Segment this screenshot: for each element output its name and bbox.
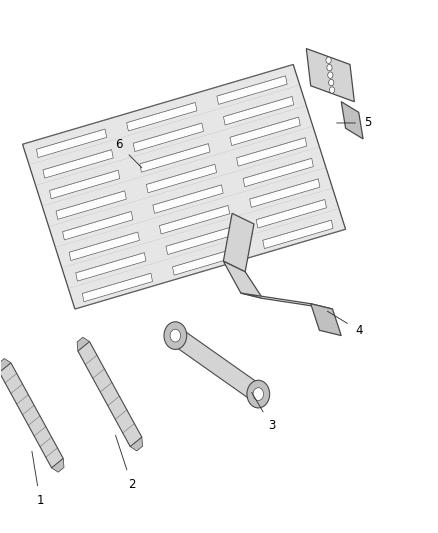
Polygon shape — [130, 437, 143, 451]
Text: 3: 3 — [252, 392, 275, 432]
Circle shape — [329, 87, 335, 93]
Polygon shape — [49, 170, 120, 199]
Polygon shape — [140, 144, 210, 172]
Polygon shape — [52, 458, 64, 472]
Text: 2: 2 — [116, 435, 135, 491]
Polygon shape — [341, 102, 363, 139]
Polygon shape — [0, 363, 63, 468]
Polygon shape — [127, 102, 197, 131]
Polygon shape — [153, 185, 223, 213]
Polygon shape — [159, 206, 230, 234]
Polygon shape — [171, 327, 262, 402]
Circle shape — [164, 322, 187, 350]
Polygon shape — [56, 191, 126, 220]
Circle shape — [253, 387, 264, 400]
Polygon shape — [237, 138, 307, 166]
Polygon shape — [76, 253, 146, 281]
Text: 5: 5 — [337, 117, 371, 130]
Polygon shape — [243, 158, 313, 187]
Polygon shape — [256, 199, 326, 228]
Text: 4: 4 — [327, 311, 363, 337]
Polygon shape — [230, 117, 300, 146]
Polygon shape — [43, 150, 113, 178]
Polygon shape — [78, 342, 142, 447]
Text: 1: 1 — [32, 451, 44, 507]
Polygon shape — [0, 359, 11, 372]
Polygon shape — [77, 337, 89, 351]
Polygon shape — [263, 220, 333, 248]
Polygon shape — [22, 64, 346, 309]
Polygon shape — [63, 212, 133, 240]
Polygon shape — [69, 232, 139, 261]
Circle shape — [247, 380, 270, 408]
Polygon shape — [36, 129, 107, 158]
Polygon shape — [166, 226, 236, 255]
Circle shape — [326, 57, 331, 63]
Polygon shape — [133, 123, 204, 151]
Polygon shape — [146, 164, 216, 193]
Polygon shape — [223, 96, 294, 125]
Text: 6: 6 — [115, 138, 142, 168]
Polygon shape — [223, 213, 254, 272]
Circle shape — [328, 72, 333, 78]
Polygon shape — [82, 273, 152, 302]
Polygon shape — [223, 261, 263, 298]
Circle shape — [327, 64, 332, 71]
Polygon shape — [250, 179, 320, 207]
Circle shape — [328, 79, 334, 86]
Polygon shape — [217, 76, 287, 104]
Polygon shape — [306, 49, 354, 102]
Polygon shape — [173, 247, 243, 275]
Circle shape — [170, 329, 180, 342]
Polygon shape — [311, 304, 341, 336]
Polygon shape — [241, 293, 332, 309]
